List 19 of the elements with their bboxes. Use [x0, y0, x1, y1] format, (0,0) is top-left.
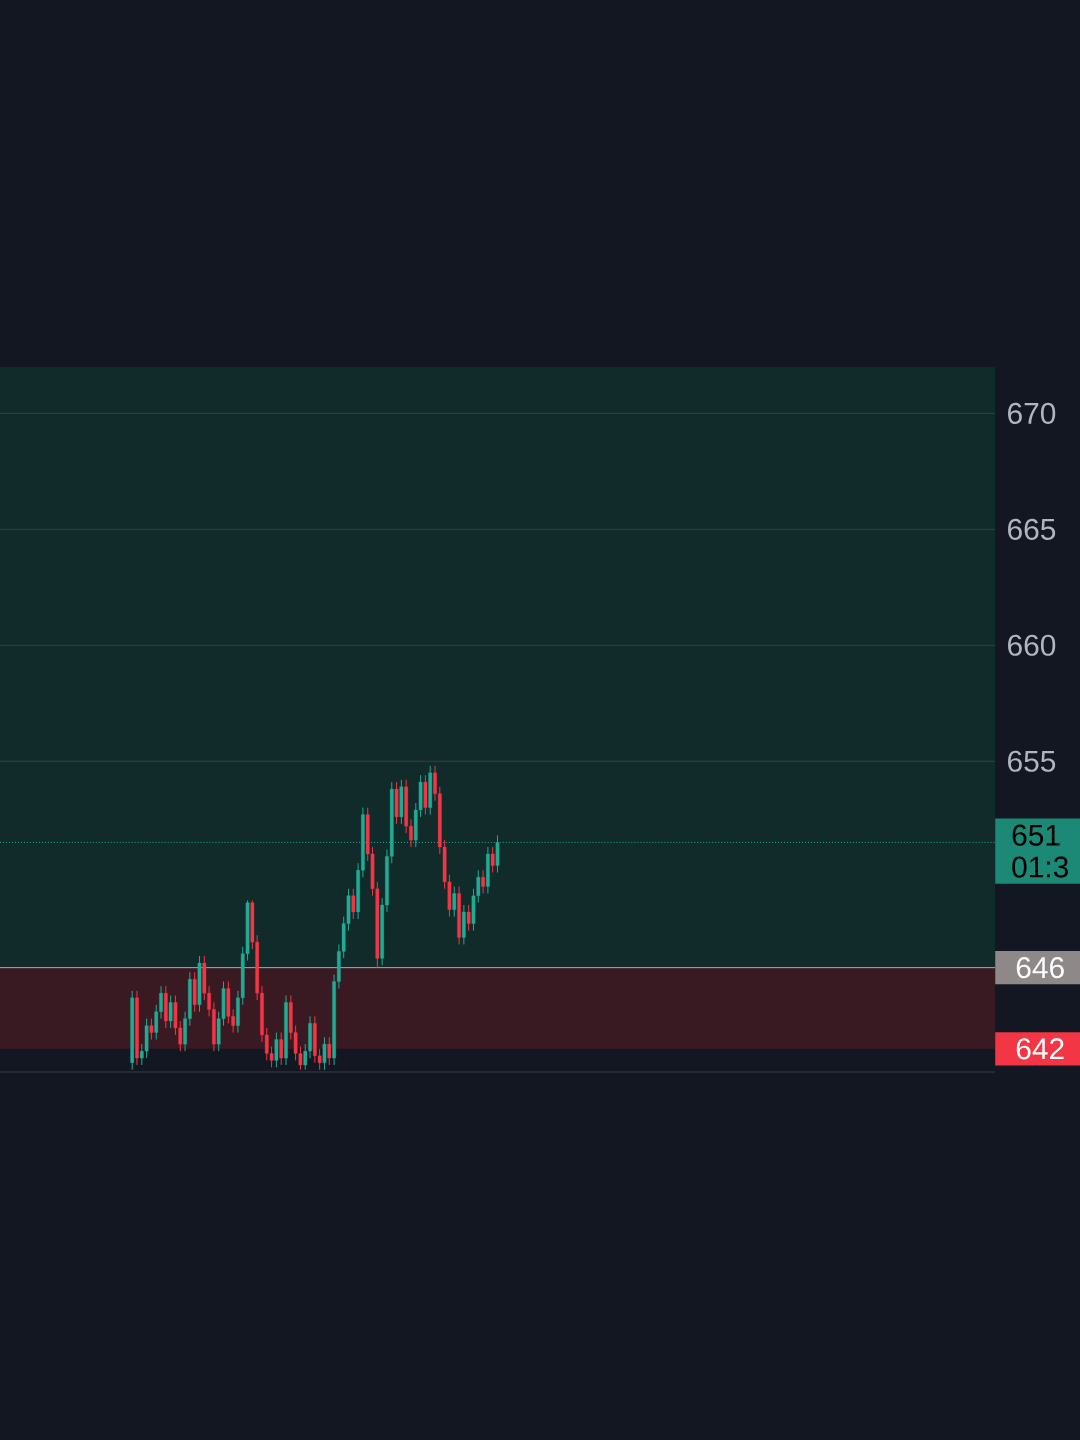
candlestick: [466, 904, 471, 932]
candlestick: [481, 869, 485, 894]
candlestick: [327, 1036, 332, 1066]
y-tick-label: 655: [1008, 750, 1056, 772]
candlestick: [149, 1018, 154, 1041]
y-tick-label: 670: [1008, 402, 1056, 424]
candlestick: [490, 846, 495, 874]
candlestick: [168, 994, 173, 1029]
ref-line-label: 651: [1012, 824, 1060, 846]
candlestick: [322, 1036, 327, 1071]
candlestick: [452, 885, 457, 918]
y-tick-label: 660: [1008, 634, 1056, 656]
candlestick: [351, 888, 356, 920]
candlestick: [279, 1032, 284, 1066]
text: 01:3: [1012, 856, 1068, 878]
band-label: 642: [1016, 1038, 1064, 1060]
y-tick-label: 665: [1008, 518, 1056, 540]
candlestick: [274, 1032, 279, 1068]
ref-line-label: 646: [1016, 957, 1064, 979]
